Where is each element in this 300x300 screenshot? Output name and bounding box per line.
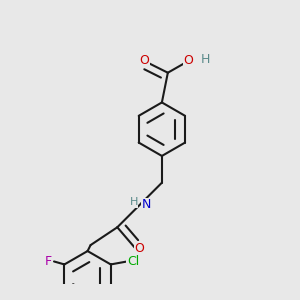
Text: H: H [200, 53, 210, 66]
Text: N: N [142, 199, 151, 212]
Text: H: H [130, 197, 138, 207]
Text: O: O [139, 54, 149, 67]
Text: F: F [44, 255, 52, 268]
Text: Cl: Cl [127, 255, 139, 268]
Text: O: O [184, 54, 194, 67]
Text: O: O [135, 242, 145, 255]
